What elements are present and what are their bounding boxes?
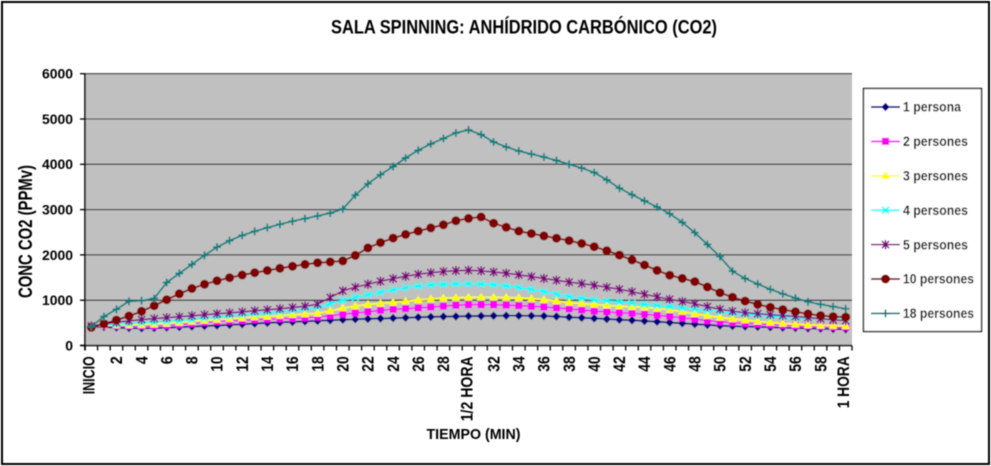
svg-text:32: 32 (484, 356, 503, 372)
svg-text:4: 4 (132, 356, 151, 364)
svg-text:26: 26 (409, 356, 428, 372)
svg-text:5 persones: 5 persones (903, 237, 968, 252)
svg-text:4000: 4000 (42, 156, 73, 172)
svg-text:INICIO: INICIO (79, 356, 98, 394)
svg-text:36: 36 (535, 356, 554, 372)
svg-text:54: 54 (761, 356, 780, 372)
svg-text:2000: 2000 (42, 247, 73, 263)
svg-text:18: 18 (308, 356, 327, 372)
svg-text:3 persones: 3 persones (903, 169, 968, 184)
svg-text:0: 0 (65, 337, 73, 353)
svg-text:14: 14 (258, 356, 277, 372)
svg-text:3000: 3000 (42, 202, 73, 218)
svg-text:1/2 HORA: 1/2 HORA (457, 356, 476, 421)
svg-text:34: 34 (510, 356, 529, 372)
svg-text:20: 20 (334, 356, 353, 372)
svg-text:4 persones: 4 persones (903, 203, 968, 218)
svg-text:1000: 1000 (42, 292, 73, 308)
svg-text:28: 28 (434, 356, 453, 372)
svg-text:CONC CO2 (PPMv): CONC CO2 (PPMv) (16, 165, 37, 298)
svg-text:8: 8 (183, 356, 202, 364)
svg-text:24: 24 (384, 356, 403, 372)
svg-text:10: 10 (208, 356, 227, 372)
svg-text:50: 50 (711, 356, 730, 372)
svg-text:16: 16 (283, 356, 302, 372)
svg-text:1 HORA: 1 HORA (834, 356, 853, 408)
svg-text:40: 40 (585, 356, 604, 372)
svg-text:1 persona: 1 persona (903, 100, 961, 115)
svg-text:42: 42 (610, 356, 629, 372)
svg-text:10 persones: 10 persones (903, 272, 974, 287)
svg-text:44: 44 (635, 356, 654, 372)
svg-text:22: 22 (359, 356, 378, 372)
svg-text:TIEMPO (MIN): TIEMPO (MIN) (427, 426, 521, 443)
svg-text:12: 12 (233, 356, 252, 372)
svg-text:2 persones: 2 persones (903, 134, 968, 149)
svg-text:48: 48 (686, 356, 705, 372)
svg-text:52: 52 (736, 356, 755, 372)
svg-text:2: 2 (107, 356, 126, 364)
svg-text:5000: 5000 (42, 111, 73, 127)
svg-text:18 persones: 18 persones (903, 306, 974, 321)
svg-text:56: 56 (786, 356, 805, 372)
svg-text:6: 6 (157, 356, 176, 364)
svg-text:SALA SPINNING: ANHÍDRIDO CARBÓ: SALA SPINNING: ANHÍDRIDO CARBÓNICO (CO2) (331, 17, 717, 39)
svg-text:38: 38 (560, 356, 579, 372)
svg-text:46: 46 (660, 356, 679, 372)
svg-text:6000: 6000 (42, 66, 73, 82)
svg-text:58: 58 (811, 356, 830, 372)
